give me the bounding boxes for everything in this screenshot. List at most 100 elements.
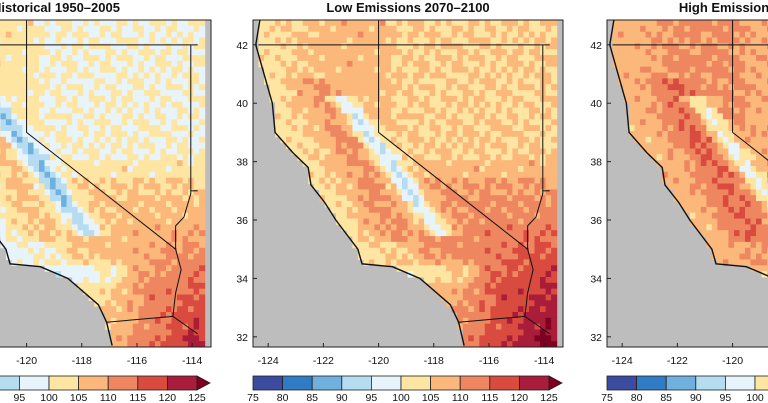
grid-cell [479, 25, 486, 33]
grid-cell [484, 78, 491, 85]
grid-cell [451, 20, 458, 27]
grid-cell [385, 43, 392, 50]
grid-cell [451, 95, 458, 103]
grid-cell [127, 201, 134, 208]
grid-cell [457, 201, 464, 208]
grid-cell [149, 119, 156, 126]
grid-cell [297, 25, 304, 33]
grid-cell [177, 347, 183, 353]
grid-cell [468, 125, 475, 132]
grid-cell [138, 136, 145, 144]
grid-cell [0, 131, 7, 138]
grid-cell [132, 271, 139, 278]
grid-cell [330, 125, 337, 132]
grid-cell [94, 78, 101, 85]
grid-cell [479, 282, 486, 290]
grid-cell [551, 37, 558, 44]
grid-cell [357, 55, 364, 62]
grid-cell [22, 195, 29, 202]
grid-cell [457, 177, 464, 185]
grid-cell [188, 347, 194, 353]
grid-cell [44, 125, 51, 132]
grid-cell [374, 84, 381, 91]
grid-cell [39, 37, 46, 44]
grid-cell [143, 107, 150, 114]
temperature-field [612, 20, 768, 278]
grid-cell [374, 189, 381, 196]
grid-cell [473, 288, 480, 295]
grid-cell [127, 177, 134, 185]
grid-cell [66, 72, 73, 79]
grid-cell [346, 37, 353, 44]
grid-cell [188, 25, 195, 33]
grid-cell [479, 259, 486, 266]
grid-cell [154, 148, 161, 155]
grid-cell [94, 113, 101, 120]
grid-cell [61, 119, 68, 126]
grid-cell [39, 84, 46, 91]
grid-cell [193, 183, 200, 190]
grid-cell [518, 107, 525, 114]
grid-cell [451, 241, 458, 249]
grid-cell [94, 201, 101, 208]
grid-cell [66, 101, 73, 109]
grid-cell [490, 288, 497, 295]
grid-cell [368, 119, 375, 126]
colorbar-label: 85 [306, 392, 318, 403]
grid-cell [72, 271, 79, 278]
grid-cell [199, 282, 206, 290]
grid-cell [440, 154, 447, 161]
grid-cell [462, 119, 469, 126]
grid-cell [66, 265, 73, 272]
grid-cell [429, 253, 436, 260]
grid-cell [512, 78, 519, 85]
grid-cell [116, 113, 123, 120]
grid-cell [127, 107, 134, 114]
grid-cell [545, 323, 552, 331]
grid-cell [66, 183, 73, 190]
grid-cell [22, 49, 29, 56]
grid-cell [640, 49, 647, 56]
grid-cell [413, 265, 420, 272]
grid-cell [756, 31, 763, 39]
grid-cell [523, 247, 530, 255]
grid-cell [50, 136, 57, 144]
grid-cell [11, 25, 18, 33]
grid-cell [391, 37, 398, 44]
grid-cell [33, 247, 40, 255]
grid-cell [193, 317, 200, 325]
grid-cell [451, 206, 458, 214]
grid-cell [110, 49, 117, 56]
grid-cell [462, 183, 469, 190]
grid-cell [44, 66, 51, 74]
grid-cell [468, 312, 475, 319]
grid-cell [468, 189, 475, 196]
grid-cell [534, 212, 541, 220]
grid-cell [88, 288, 95, 295]
grid-cell [380, 195, 387, 202]
grid-cell [380, 206, 387, 214]
grid-cell [473, 323, 480, 331]
grid-cell [540, 335, 547, 342]
grid-cell [711, 37, 718, 44]
grid-cell [512, 282, 519, 290]
grid-cell [116, 277, 123, 284]
grid-cell [429, 259, 436, 266]
grid-cell [121, 171, 128, 179]
grid-cell [413, 136, 420, 144]
grid-cell [545, 212, 552, 220]
grid-cell [479, 107, 486, 114]
grid-cell [99, 195, 106, 202]
grid-cell [341, 43, 348, 50]
grid-cell [374, 166, 381, 173]
grid-cell [160, 142, 167, 149]
grid-cell [656, 31, 663, 39]
grid-cell [5, 136, 12, 144]
map-frame [252, 19, 564, 348]
grid-cell [199, 49, 206, 56]
grid-cell [188, 224, 195, 231]
grid-cell [39, 195, 46, 202]
grid-cell [11, 230, 18, 237]
grid-cell [132, 218, 139, 225]
grid-cell [286, 107, 293, 114]
